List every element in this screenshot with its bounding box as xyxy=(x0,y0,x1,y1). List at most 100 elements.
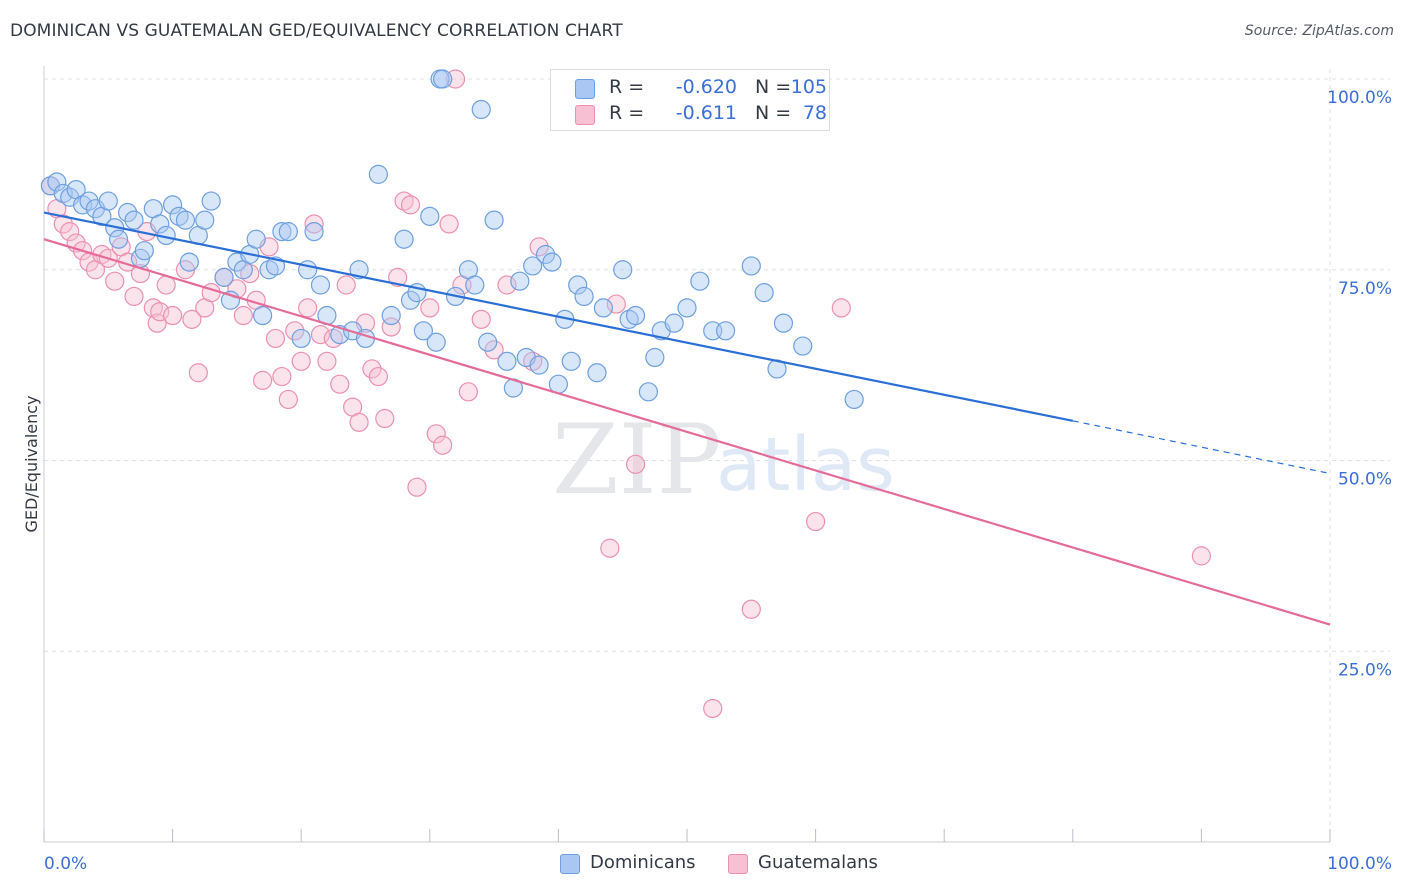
dominican-point xyxy=(349,260,369,280)
guatemalan-point xyxy=(182,309,202,329)
dominican-point xyxy=(175,210,196,230)
guatemalan-point xyxy=(805,511,826,532)
guatemalan-point xyxy=(53,214,73,234)
dominican-point xyxy=(638,382,659,402)
dominican-point xyxy=(793,336,813,356)
y-tick-label: 75.0% xyxy=(1338,279,1392,299)
guatemalan-point xyxy=(375,408,395,429)
dominican-point xyxy=(561,351,581,371)
dominican-point xyxy=(523,256,543,276)
dominican-point xyxy=(310,275,331,295)
guatemalan-point xyxy=(388,267,408,287)
guatemalan-point xyxy=(458,382,478,402)
dominican-point xyxy=(298,260,318,280)
guatemalan-point xyxy=(407,477,427,497)
dominican-point xyxy=(253,305,273,326)
dominican-point xyxy=(645,347,665,368)
guatemalan-point xyxy=(703,698,723,719)
dominican-point xyxy=(265,256,286,276)
dominican-point xyxy=(400,290,421,310)
guatemalan-point xyxy=(188,363,208,383)
dominican-point xyxy=(593,298,614,318)
trend-lines xyxy=(43,211,1331,626)
dominican-point xyxy=(529,355,549,375)
guatemalan-point xyxy=(600,538,620,558)
dominican-point xyxy=(47,172,67,192)
guatemalan-point xyxy=(471,309,491,329)
dominican-point xyxy=(433,69,453,89)
y-tick-label: 100.0% xyxy=(1327,88,1392,108)
guatemalan-point xyxy=(147,313,167,333)
n-value: 105 xyxy=(790,76,827,98)
guatemalan-point xyxy=(625,454,646,474)
dominican-point xyxy=(108,229,129,249)
dominican-point xyxy=(677,298,697,318)
y-axis-label: GED/Equivalency xyxy=(22,395,41,532)
dominican-point xyxy=(754,283,774,303)
dominican-point xyxy=(625,305,646,326)
guatemalan-point xyxy=(349,412,369,432)
dominican-point xyxy=(394,229,414,249)
dominican-swatch xyxy=(575,79,595,99)
n-label: N = xyxy=(755,102,792,124)
guatemalan-point xyxy=(278,389,298,410)
dominican-point xyxy=(465,275,485,295)
axes xyxy=(43,66,1331,843)
dominican-point xyxy=(246,229,266,249)
guatemalan-point xyxy=(285,321,305,341)
source-label: Source: ZipAtlas.com xyxy=(1244,23,1394,39)
n-label: N = xyxy=(755,76,792,98)
dominican-point xyxy=(535,244,556,265)
r-label: R = xyxy=(609,102,645,124)
dominican-point xyxy=(413,321,433,341)
guatemalan-point xyxy=(330,374,350,394)
dominican-point xyxy=(272,222,292,242)
y-tick-label: 50.0% xyxy=(1338,470,1392,490)
watermark-zip: ZIP xyxy=(552,404,721,516)
watermark-atlas: atlas xyxy=(716,422,895,508)
guatemalan-point xyxy=(368,366,388,387)
watermark: ZIP atlas xyxy=(552,404,895,516)
guatemalan-points xyxy=(40,69,1212,719)
dominican-point xyxy=(497,351,517,371)
guatemalan-point xyxy=(381,317,401,337)
guatemalan-swatch xyxy=(728,854,748,874)
guatemalan-point xyxy=(606,294,626,314)
guatemalan-point xyxy=(60,222,80,242)
guatemalan-point xyxy=(362,359,382,379)
dominican-point xyxy=(117,202,138,223)
guatemalan-point xyxy=(439,214,459,234)
guatemalan-point xyxy=(336,275,356,295)
y-tick-label: 25.0% xyxy=(1338,660,1392,680)
guatemalan-point xyxy=(529,237,549,257)
dominican-point xyxy=(484,210,504,230)
guatemalan-point xyxy=(310,325,331,345)
dominican-point xyxy=(426,332,446,352)
guatemalan-point xyxy=(233,305,253,326)
dominican-point xyxy=(79,191,99,211)
guatemalan-point xyxy=(317,351,337,371)
dominican-point xyxy=(478,332,498,352)
dominican-point xyxy=(420,206,440,226)
guatemalan-point xyxy=(304,214,324,234)
dominican-point xyxy=(587,363,607,383)
chart-title: DOMINICAN VS GUATEMALAN GED/EQUIVALENCY … xyxy=(10,21,623,41)
guatemalan-point xyxy=(150,302,170,322)
dominican-point xyxy=(214,267,234,287)
dominican-trend-extension xyxy=(1072,420,1331,475)
dominican-point xyxy=(568,275,588,295)
guatemalan-point xyxy=(426,424,446,444)
dominican-point xyxy=(844,389,864,410)
dominican-trend-line xyxy=(43,211,1074,422)
r-value: -0.611 xyxy=(675,102,737,124)
guatemalan-point xyxy=(400,195,421,215)
n-value: 78 xyxy=(802,102,827,124)
gridlines xyxy=(44,69,1390,842)
dominican-point xyxy=(664,313,684,333)
dominican-points xyxy=(40,69,864,410)
r-label: R = xyxy=(609,76,645,98)
guatemalan-point xyxy=(497,275,517,295)
legend-label: Dominicans xyxy=(590,852,696,873)
guatemalan-point xyxy=(831,298,851,318)
guatemalan-point xyxy=(298,298,318,318)
